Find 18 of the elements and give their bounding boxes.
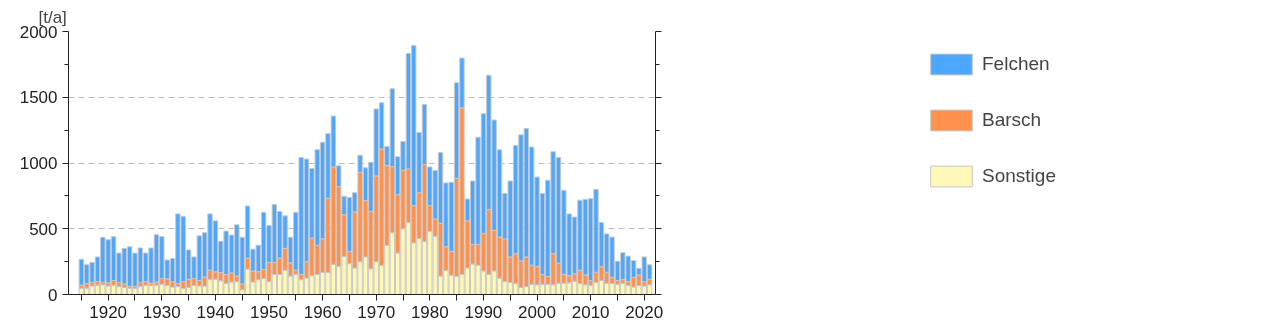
x-tick-label: 1930 bbox=[142, 302, 181, 320]
x-tick-label: 1970 bbox=[357, 302, 396, 320]
legend-label: Barsch bbox=[982, 109, 1042, 131]
legend-label: Sonstige bbox=[982, 165, 1056, 187]
y-tick-label: 1000 bbox=[19, 154, 58, 173]
x-tick-label: 1950 bbox=[250, 302, 288, 320]
y-tick-label: 500 bbox=[29, 219, 58, 239]
x-tick-label: 2000 bbox=[518, 302, 556, 320]
x-tick-label: 1990 bbox=[464, 302, 503, 320]
x-tick-label: 1960 bbox=[303, 302, 342, 320]
y-tick-label: 1500 bbox=[19, 88, 58, 108]
legend-label: Felchen bbox=[982, 53, 1050, 75]
x-tick-label: 1940 bbox=[196, 302, 235, 320]
y-tick-label: 0 bbox=[48, 285, 58, 305]
x-tick-label: 2010 bbox=[571, 302, 610, 320]
x-tick-label: 1920 bbox=[89, 302, 128, 320]
x-tick-label: 1980 bbox=[410, 302, 449, 320]
x-tick-label: 2020 bbox=[625, 302, 664, 320]
